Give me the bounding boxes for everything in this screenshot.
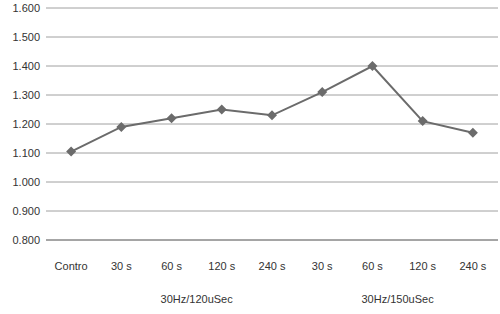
chart-container: 0.800 0.900 1.000 1.100 1.200 1.300 1.400 1.500… [0,0,500,314]
data-point [468,128,478,138]
x-tick-label: 30 s [312,260,333,272]
x-tick-label: 120 s [409,260,436,272]
grid-line [46,240,498,241]
x-tick-label: 60 s [161,260,182,272]
grid-line [46,95,498,96]
data-point [317,87,327,97]
grid-line [46,153,498,154]
grid-line [46,37,498,38]
y-tick-label: 0.900 [12,205,40,217]
data-point [418,116,428,126]
data-point [217,105,227,115]
data-point [116,122,126,132]
data-point [167,113,177,123]
series [66,61,478,157]
y-tick-label: 1.400 [12,60,40,72]
x-tick-label: 240 s [459,260,486,272]
grid-line [46,66,498,67]
x-tick-label: 240 s [259,260,286,272]
x-tick-label: 120 s [208,260,235,272]
x-tick-label: Contro [55,260,88,272]
y-tick-label: 1.100 [12,147,40,159]
grid-line [46,8,498,9]
x-axis [46,240,498,241]
y-tick-label: 1.000 [12,176,40,188]
x-tick-label: 60 s [362,260,383,272]
data-point [66,147,76,157]
x-tick-label: 30 s [111,260,132,272]
data-point [267,110,277,120]
y-tick-label: 1.500 [12,31,40,43]
page: {"chart_data": {"type": "line", "categor… [0,0,500,314]
y-tick-label: 1.600 [12,2,40,14]
group-label: 30Hz/120uSec [161,293,234,305]
chart-svg: 0.800 0.900 1.000 1.100 1.200 1.300 1.400 1.500… [0,0,500,314]
group-label: 30Hz/150uSec [361,293,434,305]
y-tick-label: 0.800 [12,234,40,246]
y-tick-label: 1.200 [12,118,40,130]
grid [46,8,498,240]
grid-line [46,211,498,212]
grid-line [46,182,498,183]
data-line [71,66,473,152]
data-point [367,61,377,71]
y-tick-label: 1.300 [12,89,40,101]
